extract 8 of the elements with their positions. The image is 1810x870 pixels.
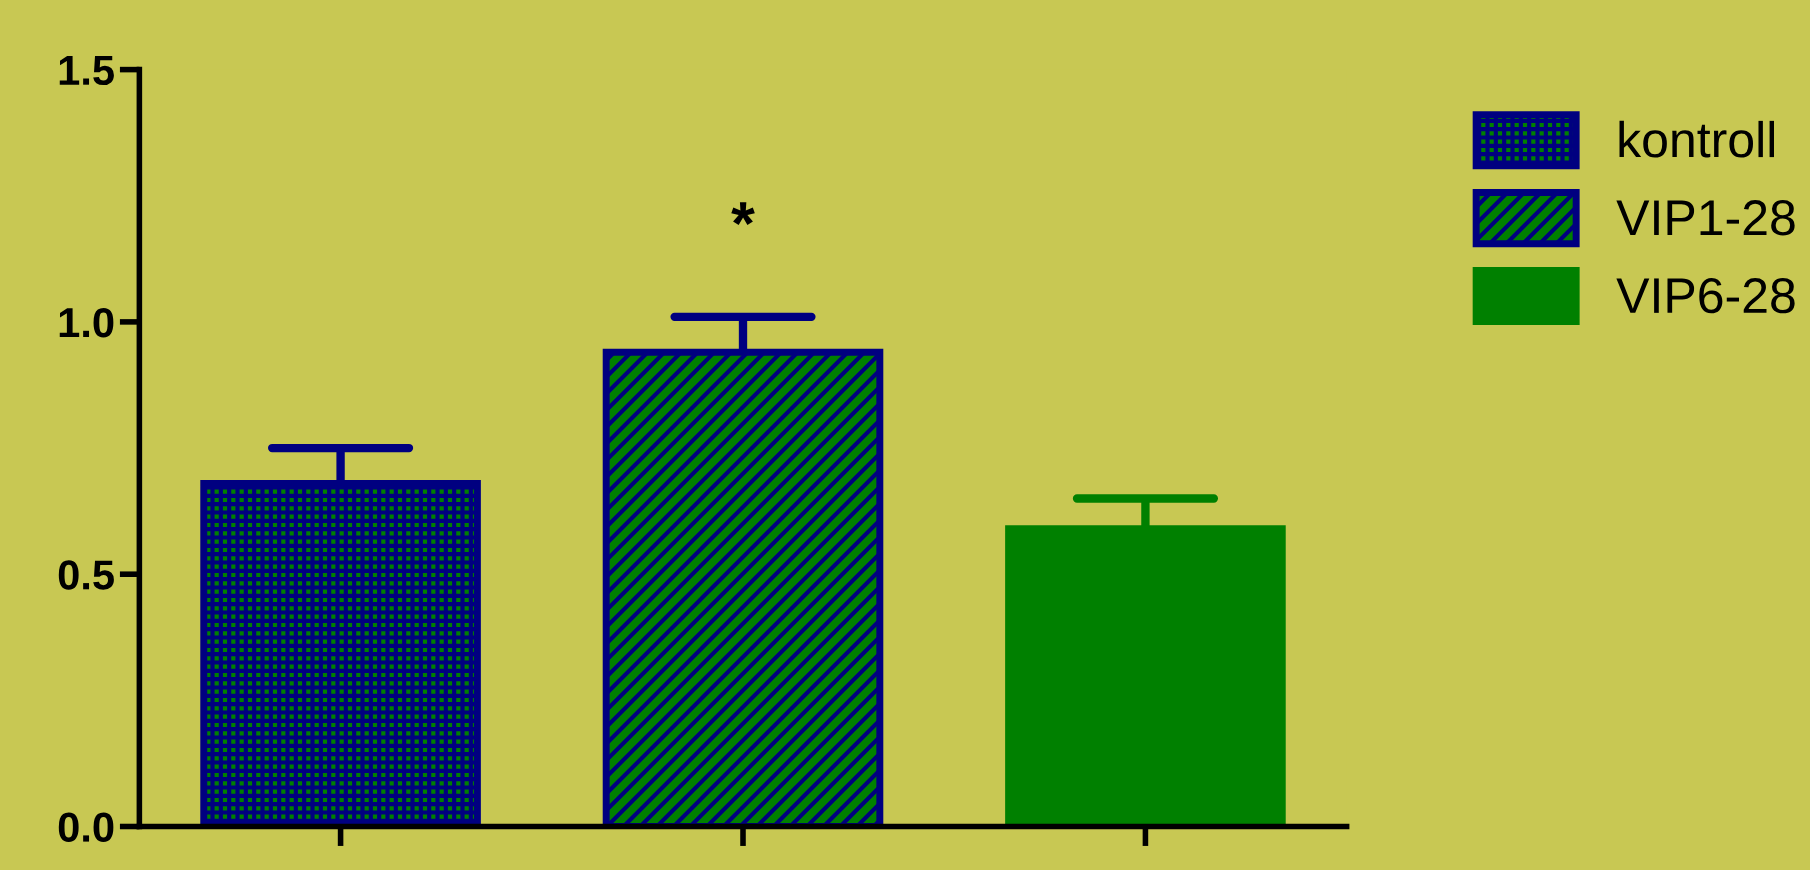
y-tick-label: 1.5 <box>59 56 114 86</box>
legend-label: VIP1-28 <box>1616 200 1795 236</box>
y-tick-label: 1.0 <box>59 307 114 338</box>
legend-label: kontroll <box>1619 120 1774 158</box>
y-tick-label: 0.5 <box>58 560 114 590</box>
legend-label: VIP6-28 <box>1616 277 1795 314</box>
y-tick-label: 0.0 <box>58 812 114 843</box>
annotation: * <box>731 202 755 226</box>
